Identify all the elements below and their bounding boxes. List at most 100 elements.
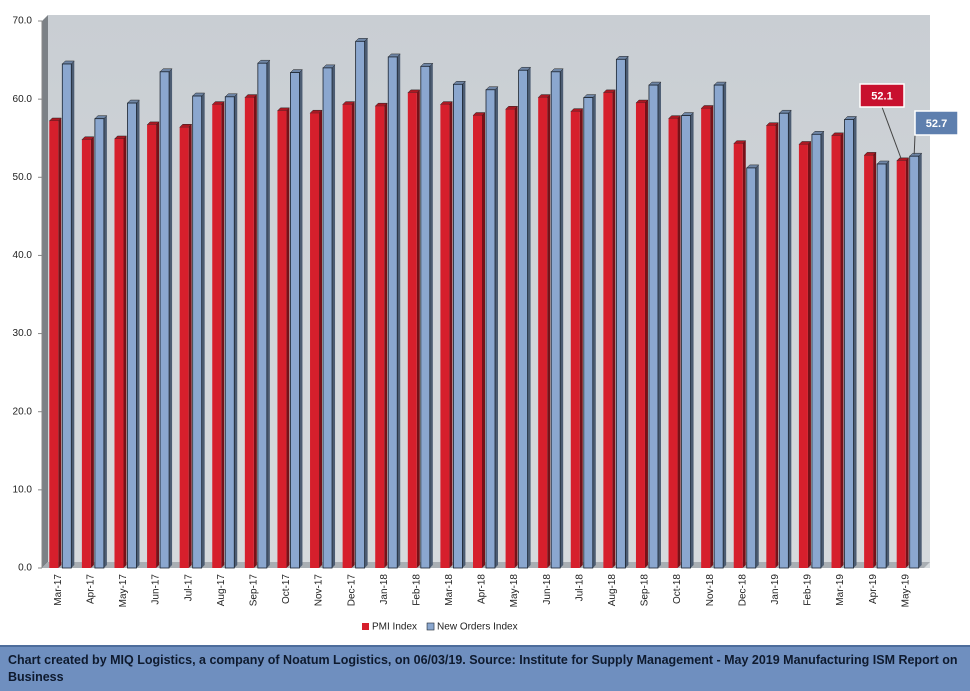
legend-label: PMI Index bbox=[372, 622, 417, 633]
bar-side bbox=[156, 121, 160, 569]
bar bbox=[290, 72, 300, 569]
bar-side bbox=[677, 115, 681, 568]
bar-side bbox=[723, 82, 727, 568]
x-tick-label: Nov-18 bbox=[705, 574, 716, 607]
bar-side bbox=[462, 81, 466, 568]
x-tick-label: Dec-17 bbox=[346, 574, 357, 607]
bar-side bbox=[742, 140, 746, 569]
x-tick-label: Jan-18 bbox=[379, 574, 390, 605]
bar bbox=[224, 96, 235, 569]
y-tick-label: 30.0 bbox=[13, 328, 33, 339]
x-tick-label: Feb-19 bbox=[803, 574, 814, 606]
x-tick-label: Aug-18 bbox=[607, 574, 618, 607]
bar-side bbox=[201, 93, 205, 568]
bar-side bbox=[820, 131, 824, 569]
bar bbox=[61, 63, 72, 569]
x-tick-label: Dec-18 bbox=[737, 574, 748, 607]
bar-side bbox=[853, 116, 857, 569]
x-tick-label: Jan-19 bbox=[770, 574, 781, 605]
x-tick-label: May-18 bbox=[509, 574, 520, 608]
bar-side bbox=[429, 63, 433, 569]
bar-side bbox=[71, 60, 75, 568]
bar bbox=[844, 119, 854, 569]
bar-side bbox=[840, 132, 844, 568]
bar-side bbox=[449, 101, 453, 568]
bar bbox=[179, 127, 189, 568]
bar bbox=[147, 124, 157, 569]
bar-side bbox=[547, 94, 551, 568]
bar-side bbox=[775, 122, 779, 568]
x-tick-label: Jul-18 bbox=[574, 574, 585, 602]
bar-side bbox=[905, 157, 909, 568]
bar-side bbox=[188, 124, 192, 568]
bar bbox=[159, 71, 170, 569]
bar bbox=[518, 69, 528, 569]
x-tick-label: Mar-19 bbox=[835, 574, 846, 606]
bar-side bbox=[332, 64, 336, 568]
bar bbox=[831, 135, 841, 568]
bar bbox=[811, 133, 822, 569]
bar bbox=[114, 138, 124, 568]
bar bbox=[387, 56, 398, 569]
x-tick-label: Sep-18 bbox=[640, 574, 651, 607]
bar bbox=[798, 144, 808, 569]
bar bbox=[342, 104, 352, 568]
bar bbox=[615, 58, 626, 569]
x-tick-label: Jun-17 bbox=[151, 574, 162, 605]
bar-side bbox=[710, 105, 714, 569]
x-tick-label: Oct-17 bbox=[281, 574, 292, 604]
callout-leader bbox=[913, 134, 916, 155]
bar-side bbox=[234, 93, 238, 568]
y-tick-label: 50.0 bbox=[13, 172, 33, 183]
bar bbox=[212, 104, 222, 568]
bar-side bbox=[58, 118, 62, 568]
bar-side bbox=[364, 38, 368, 569]
x-tick-label: Sep-17 bbox=[248, 574, 259, 607]
bar bbox=[440, 104, 450, 568]
bar-side bbox=[384, 103, 388, 568]
callout-box bbox=[859, 83, 905, 108]
y-tick-label: 60.0 bbox=[13, 94, 33, 105]
bar-side bbox=[299, 69, 303, 569]
bar-side bbox=[612, 89, 616, 569]
x-tick-label: Apr-19 bbox=[868, 574, 879, 604]
bar-side bbox=[592, 94, 596, 568]
bar bbox=[420, 65, 431, 569]
footer: Chart created by MIQ Logistics, a compan… bbox=[0, 645, 970, 691]
bar-side bbox=[657, 82, 661, 568]
bar-side bbox=[266, 60, 270, 568]
bar bbox=[550, 71, 561, 569]
x-tick-label: Mar-17 bbox=[53, 574, 64, 606]
chart: 0.0 10.0 20.0 30.0 40.0 50.0 60.0 70.0 Mar-17 Apr… bbox=[13, 15, 959, 633]
callout-leader bbox=[881, 106, 902, 160]
bar bbox=[127, 102, 137, 569]
bar-side bbox=[918, 153, 922, 569]
bar bbox=[896, 160, 906, 568]
x-tick-label: Aug-17 bbox=[216, 574, 227, 607]
y-tick-label: 20.0 bbox=[13, 406, 33, 417]
callout-box bbox=[914, 110, 959, 136]
bar bbox=[648, 84, 659, 569]
bar-side bbox=[495, 86, 498, 568]
bar-side bbox=[690, 112, 694, 568]
bar-side bbox=[103, 115, 107, 568]
bar-side bbox=[514, 106, 518, 569]
legend-label: New Orders Index bbox=[437, 622, 518, 633]
bar bbox=[681, 115, 691, 569]
bar bbox=[244, 97, 254, 568]
bar bbox=[668, 118, 678, 568]
bar bbox=[94, 118, 105, 569]
bar-side bbox=[253, 94, 257, 568]
bar bbox=[473, 115, 482, 568]
bar-side bbox=[90, 136, 94, 568]
bar-side bbox=[221, 101, 225, 568]
bar-side bbox=[416, 89, 420, 569]
bar bbox=[570, 111, 580, 568]
bar bbox=[322, 67, 333, 569]
bar-side bbox=[886, 161, 890, 568]
bar bbox=[355, 40, 366, 569]
x-tick-label: May-17 bbox=[118, 574, 129, 608]
bar-side bbox=[625, 56, 629, 568]
bar-side bbox=[319, 110, 323, 569]
